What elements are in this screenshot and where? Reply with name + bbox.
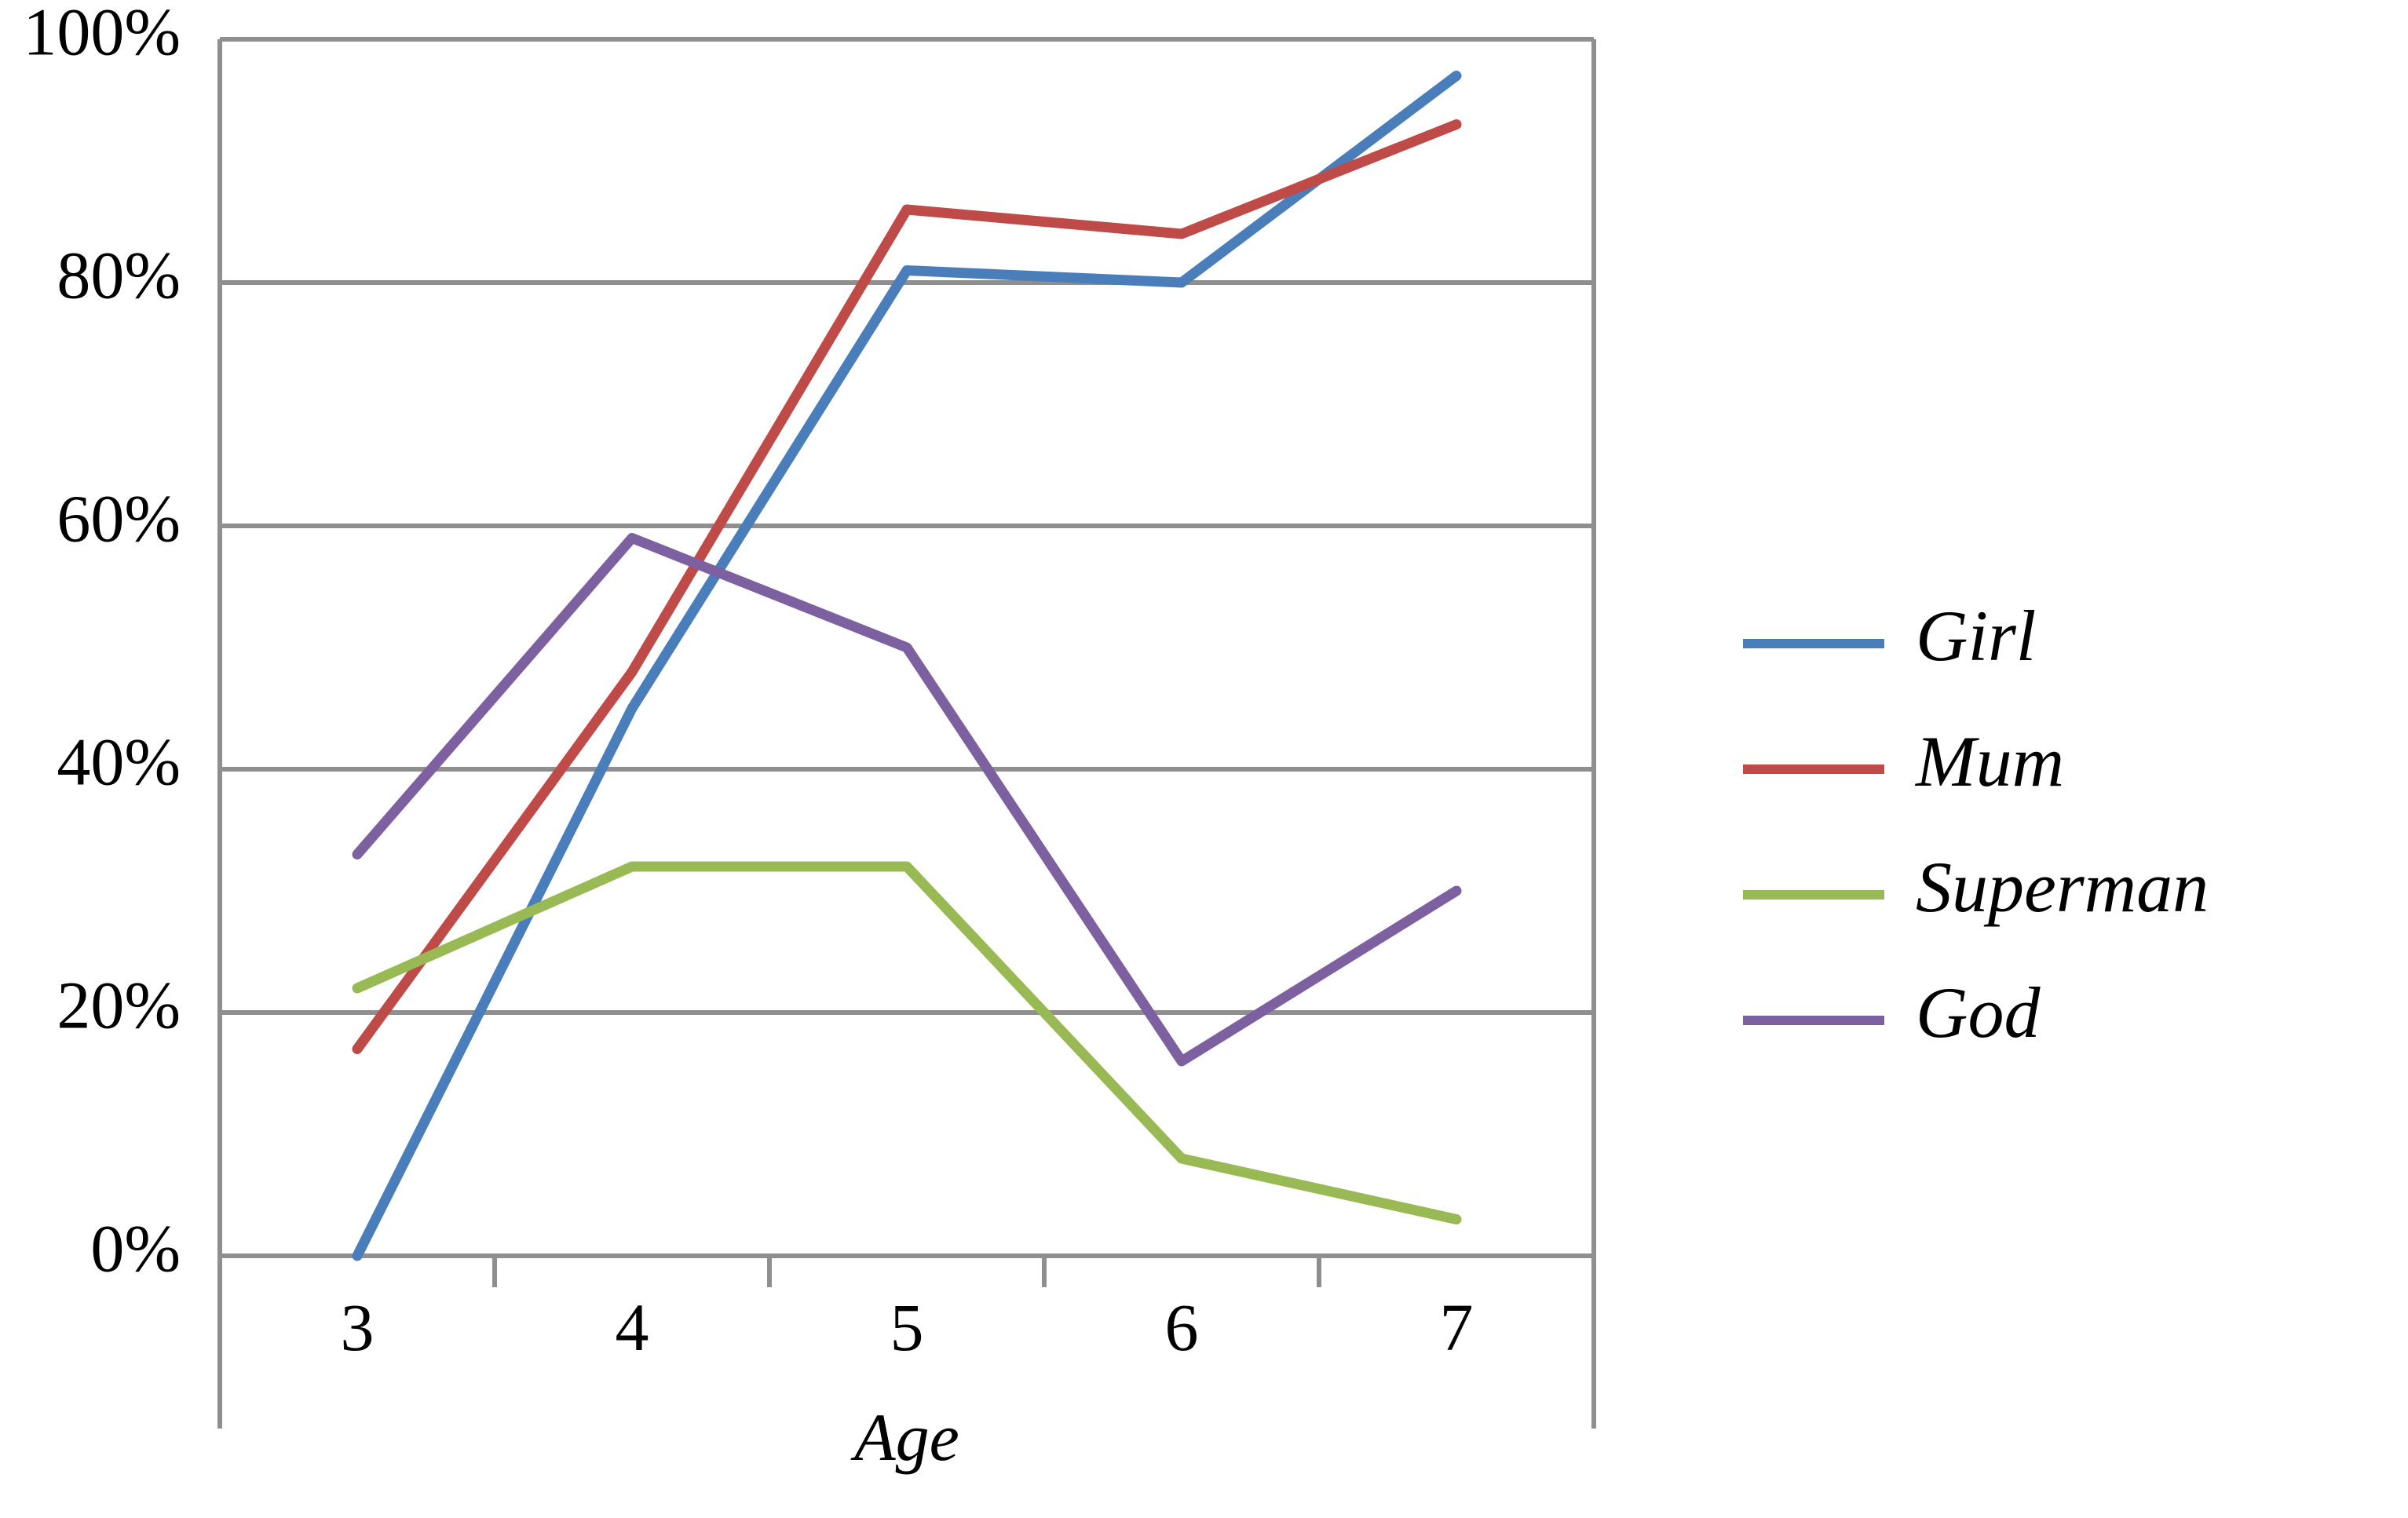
legend-label: Girl (1916, 596, 2036, 676)
y-tick-label: 40% (57, 724, 181, 800)
legend-label: Superman (1916, 847, 2209, 927)
x-tick-label: 3 (341, 1290, 375, 1365)
y-tick-label: 60% (57, 481, 181, 556)
x-tick-label: 7 (1440, 1290, 1474, 1365)
x-tick-label: 6 (1165, 1290, 1199, 1365)
y-tick-label: 80% (57, 238, 181, 313)
x-tick-label: 4 (616, 1290, 649, 1365)
legend-label: Mum (1914, 721, 2064, 801)
line-chart: 0% 20% 40% 60% 80% 100% 3 4 5 6 7 Age Girl Mum Superma… (0, 0, 2408, 1518)
y-tick-label: 100% (23, 0, 181, 70)
x-axis-label: Age (850, 1399, 959, 1475)
x-tick-label: 5 (890, 1290, 924, 1365)
chart-svg: 0% 20% 40% 60% 80% 100% 3 4 5 6 7 Age Girl Mum Superma… (0, 0, 2408, 1518)
legend-label: God (1916, 972, 2041, 1053)
y-tick-label: 0% (90, 1211, 181, 1286)
y-tick-label: 20% (57, 968, 181, 1043)
